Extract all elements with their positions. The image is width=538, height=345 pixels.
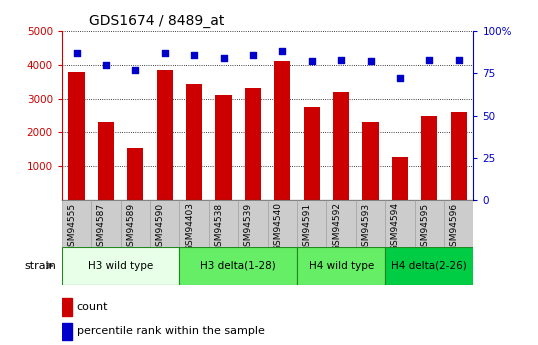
Bar bbox=[267, 200, 297, 247]
Bar bbox=[356, 200, 385, 247]
Point bbox=[278, 49, 287, 54]
Bar bbox=[363, 122, 379, 200]
Bar bbox=[385, 247, 473, 285]
Bar bbox=[62, 298, 72, 316]
Text: GDS1674 / 8489_at: GDS1674 / 8489_at bbox=[89, 13, 224, 28]
Point bbox=[220, 55, 228, 61]
Bar bbox=[68, 72, 84, 200]
Bar bbox=[444, 200, 473, 247]
Text: H3 delta(1-28): H3 delta(1-28) bbox=[200, 261, 276, 270]
Point bbox=[160, 50, 169, 56]
Point bbox=[190, 52, 199, 58]
Text: GSM94592: GSM94592 bbox=[332, 203, 341, 252]
Point bbox=[72, 50, 81, 56]
Point bbox=[425, 57, 434, 62]
Bar bbox=[121, 200, 150, 247]
Text: strain: strain bbox=[25, 261, 56, 270]
Text: GSM94596: GSM94596 bbox=[450, 203, 459, 252]
Text: GSM94595: GSM94595 bbox=[420, 203, 429, 252]
Text: GSM94403: GSM94403 bbox=[185, 203, 194, 252]
Text: GSM94590: GSM94590 bbox=[156, 203, 165, 252]
Bar bbox=[245, 88, 261, 200]
Point bbox=[455, 57, 463, 62]
Bar bbox=[451, 112, 467, 200]
Point bbox=[366, 59, 375, 64]
Bar bbox=[297, 247, 385, 285]
Bar bbox=[62, 323, 72, 339]
Point bbox=[131, 67, 140, 73]
Bar bbox=[186, 85, 202, 200]
Text: GSM94589: GSM94589 bbox=[126, 203, 136, 252]
Point bbox=[307, 59, 316, 64]
Bar bbox=[209, 200, 238, 247]
Bar bbox=[392, 157, 408, 200]
Bar bbox=[98, 122, 114, 200]
Point bbox=[395, 76, 404, 81]
Point bbox=[102, 62, 110, 68]
Bar bbox=[303, 107, 320, 200]
Bar bbox=[150, 200, 180, 247]
Bar bbox=[180, 200, 209, 247]
Text: count: count bbox=[77, 302, 108, 312]
Text: GSM94555: GSM94555 bbox=[68, 203, 76, 252]
Bar bbox=[157, 70, 173, 200]
Bar bbox=[216, 95, 232, 200]
Point bbox=[249, 52, 257, 58]
Bar bbox=[238, 200, 268, 247]
Bar bbox=[62, 200, 91, 247]
Text: H3 wild type: H3 wild type bbox=[88, 261, 153, 270]
Text: GSM94587: GSM94587 bbox=[97, 203, 106, 252]
Bar bbox=[128, 148, 144, 200]
Text: GSM94539: GSM94539 bbox=[244, 203, 253, 252]
Text: GSM94540: GSM94540 bbox=[273, 203, 282, 252]
Bar bbox=[333, 92, 349, 200]
Text: GSM94591: GSM94591 bbox=[303, 203, 312, 252]
Bar bbox=[274, 61, 291, 200]
Text: GSM94538: GSM94538 bbox=[215, 203, 224, 252]
Point bbox=[337, 57, 345, 62]
Text: H4 wild type: H4 wild type bbox=[308, 261, 374, 270]
Text: GSM94593: GSM94593 bbox=[362, 203, 371, 252]
Bar bbox=[415, 200, 444, 247]
Bar bbox=[297, 200, 327, 247]
Bar bbox=[62, 247, 180, 285]
Text: H4 delta(2-26): H4 delta(2-26) bbox=[392, 261, 467, 270]
Bar bbox=[327, 200, 356, 247]
Text: GSM94594: GSM94594 bbox=[391, 203, 400, 252]
Bar bbox=[180, 247, 297, 285]
Bar bbox=[421, 116, 437, 200]
Bar bbox=[91, 200, 121, 247]
Bar bbox=[385, 200, 415, 247]
Text: percentile rank within the sample: percentile rank within the sample bbox=[77, 326, 265, 336]
